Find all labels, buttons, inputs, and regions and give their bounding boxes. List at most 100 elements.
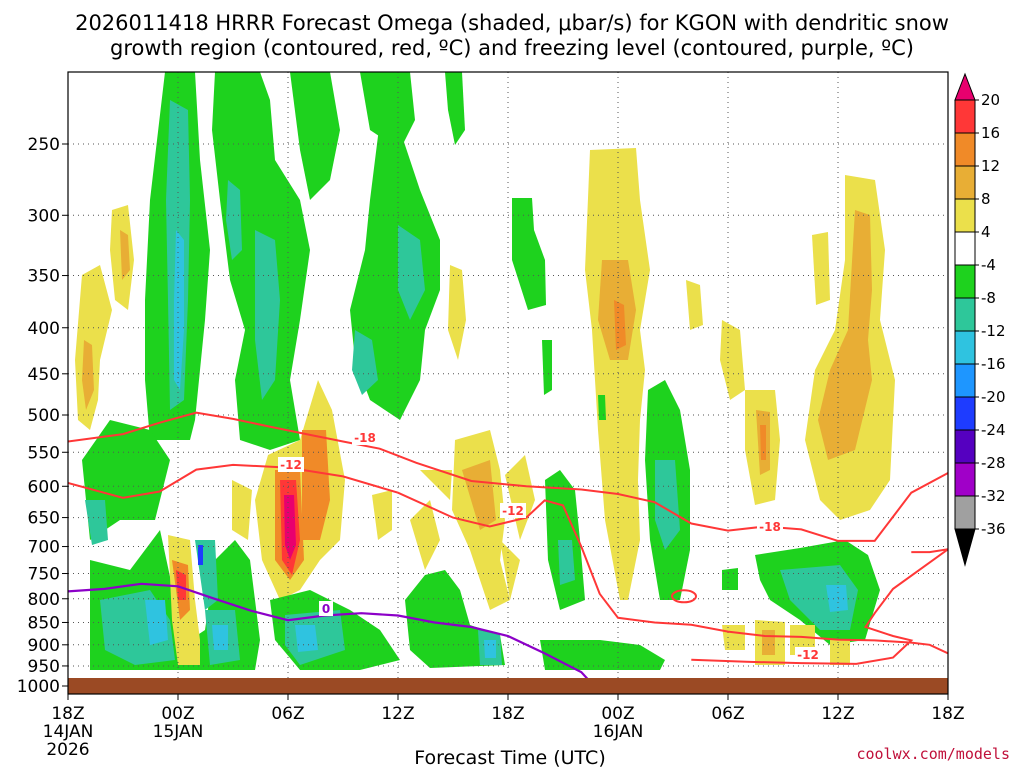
- y-tick-label: 500: [28, 406, 60, 426]
- omega-region-yellow: [448, 265, 466, 360]
- omega-region-blue: [198, 545, 203, 565]
- colorbar-swatch: [954, 363, 976, 398]
- omega-region-yellow: [500, 540, 520, 600]
- colorbar-tick-label: -24: [981, 421, 1006, 439]
- colorbar-swatch: [954, 132, 976, 167]
- omega-region-teal: [352, 330, 378, 395]
- y-tick-label: 700: [28, 538, 60, 558]
- colorbar-tick-label: -4: [981, 256, 996, 274]
- contour-label-dgz: -12: [280, 458, 302, 472]
- omega-region-yellow: [372, 490, 392, 540]
- y-tick-label: 1000: [17, 677, 60, 697]
- dgz-contour-closed: [671, 589, 697, 604]
- contour-label-dgz: -18: [759, 520, 781, 534]
- omega-region-gold: [762, 630, 775, 655]
- colorbar-tick-label: -8: [981, 289, 996, 307]
- x-axis-label: Forecast Time (UTC): [414, 747, 605, 768]
- colorbar-swatch: [954, 462, 976, 497]
- colorbar-tick-label: 20: [981, 91, 1000, 109]
- x-tick-sublabel: 2026: [46, 740, 89, 760]
- omega-region-teal: [558, 540, 575, 585]
- omega-region-yellow: [410, 500, 440, 570]
- y-tick-label: 600: [28, 477, 60, 497]
- omega-region-green: [445, 72, 465, 145]
- omega-region-yellow: [585, 148, 650, 600]
- contour-label-dgz: -12: [502, 504, 524, 518]
- x-tick-sublabel: 15JAN: [153, 722, 204, 742]
- colorbar-swatch: [954, 165, 976, 200]
- colorbar-tick-label: -16: [981, 355, 1006, 373]
- y-axis-ticks: 250 300 350 400 450 500 550 600 650 700 750 800 850 9…: [17, 135, 68, 697]
- omega-region-teal: [85, 500, 108, 545]
- omega-region-teal: [398, 225, 425, 320]
- y-tick-label: 950: [28, 657, 60, 677]
- omega-region-magenta: [284, 495, 296, 560]
- omega-region-orange: [302, 430, 330, 540]
- y-tick-label: 350: [28, 267, 60, 287]
- omega-region-teal: [780, 565, 858, 630]
- omega-region-teal: [255, 230, 280, 400]
- omega-region-yellow: [812, 232, 830, 305]
- contour-label-bg: [352, 430, 378, 445]
- colorbar-swatch: [954, 429, 976, 464]
- omega-region-cyan: [145, 600, 168, 645]
- omega-region-cyan: [826, 585, 848, 612]
- colorbar-tick-label: -36: [981, 520, 1006, 538]
- colorbar-swatch: [954, 297, 976, 332]
- colorbar-tick-label: 4: [981, 223, 991, 241]
- chart-title-line1: 2026011418 HRRR Forecast Omega (shaded, …: [75, 11, 949, 35]
- contour-label-dgz: -12: [797, 648, 819, 662]
- omega-region-cyan: [295, 625, 318, 652]
- x-tick-label: 00Z: [161, 704, 194, 724]
- contour-label-bg: [757, 519, 783, 534]
- colorbar-tick-label: 8: [981, 190, 991, 208]
- contour-label-freezing: 0: [322, 602, 330, 616]
- contour-label-dgz: -18: [354, 431, 376, 445]
- colorbar-tick-label: -28: [981, 454, 1006, 472]
- omega-region-yellow: [830, 640, 850, 665]
- omega-region-gold: [462, 460, 496, 530]
- omega-region-cyan: [212, 625, 228, 650]
- x-tick-sublabel: 14JAN: [43, 722, 94, 742]
- colorbar-swatch: [954, 99, 976, 134]
- colorbar-tick-label: -32: [981, 487, 1006, 505]
- x-tick-label: 18Z: [491, 704, 524, 724]
- colorbar-tick-label: -12: [981, 322, 1006, 340]
- colorbar-swatch: [954, 264, 976, 299]
- y-tick-label: 550: [28, 443, 60, 463]
- chart-title-line2: growth region (contoured, red, ºC) and f…: [110, 36, 914, 60]
- y-tick-label: 900: [28, 636, 60, 656]
- x-tick-label: 18Z: [51, 704, 84, 724]
- y-tick-label: 800: [28, 590, 60, 610]
- credit-text: coolwx.com/models: [856, 745, 1010, 763]
- dgz-contour-minus18: [68, 411, 948, 542]
- omega-region-green: [512, 198, 546, 310]
- colorbar-tick-label: 12: [981, 157, 1000, 175]
- omega-region-yellow: [720, 320, 745, 400]
- colorbar-swatch: [954, 231, 976, 266]
- y-tick-label: 650: [28, 509, 60, 529]
- y-tick-label: 300: [28, 206, 60, 226]
- colorbar-swatch: [954, 198, 976, 233]
- y-tick-label: 250: [28, 135, 60, 155]
- omega-region-orange: [614, 300, 626, 350]
- freezing-level-contour: [68, 582, 592, 683]
- omega-region-gold: [818, 210, 872, 460]
- omega-region-teal: [655, 460, 680, 550]
- x-tick-sublabel: 16JAN: [593, 722, 644, 742]
- colorbar-swatch: [954, 396, 976, 431]
- colorbar-tick-label: 16: [981, 124, 1000, 142]
- omega-region-green: [540, 640, 665, 670]
- omega-region-green: [542, 340, 552, 395]
- omega-region-cyan: [174, 230, 184, 390]
- omega-region-orange: [760, 425, 766, 460]
- y-tick-label: 450: [28, 365, 60, 385]
- x-tick-label: 06Z: [271, 704, 304, 724]
- contour-lines: [68, 411, 948, 683]
- x-tick-label: 12Z: [821, 704, 854, 724]
- contour-labels: -18 -12 -12 -18 -12 0: [278, 430, 821, 662]
- omega-region-yellow: [420, 470, 452, 500]
- omega-region-teal: [226, 180, 242, 260]
- omega-region-cyan: [484, 640, 496, 658]
